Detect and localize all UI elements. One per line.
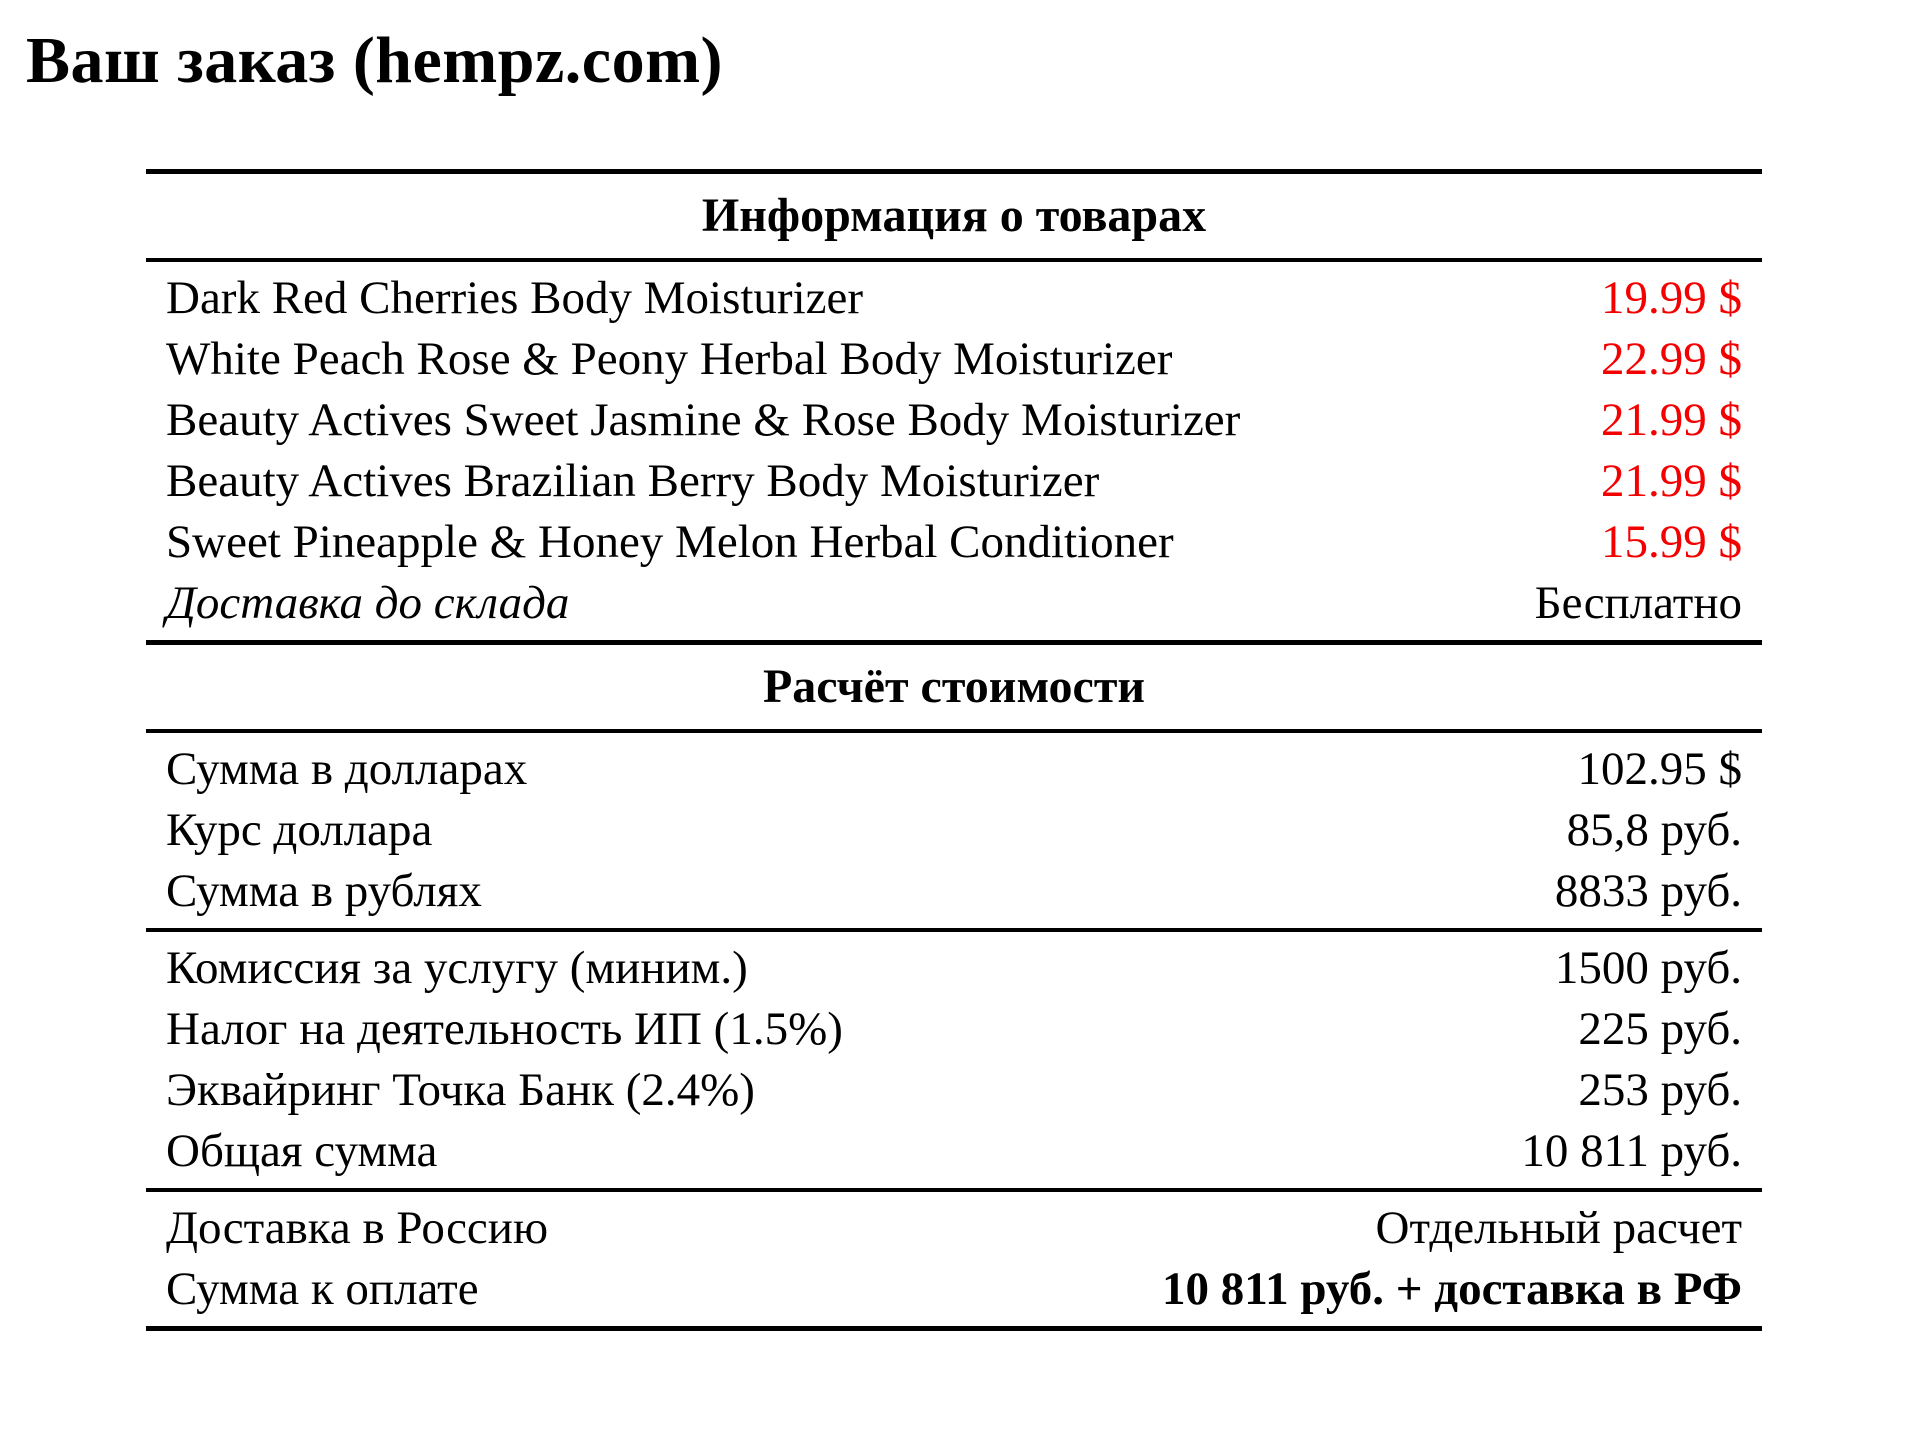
product-row: Beauty Actives Sweet Jasmine & Rose Body… (146, 390, 1762, 451)
calc-label: Доставка в Россию (166, 1202, 549, 1255)
total-rows: Доставка в Россию Отдельный расчет Сумма… (146, 1192, 1762, 1326)
rule-after-calculation-header (146, 729, 1762, 734)
calc-row: Общая сумма 10 811 руб. (146, 1121, 1762, 1182)
calc-value: 85,8 руб. (1566, 804, 1742, 857)
calc-label: Сумма в долларах (166, 743, 528, 796)
subtotal-rows: Сумма в долларах 102.95 $ Курс доллара 8… (146, 733, 1762, 928)
calculation-section-header: Расчёт стоимости (762, 660, 1146, 714)
rule-after-products (146, 640, 1762, 646)
product-name: Dark Red Cherries Body Moisturizer (166, 272, 864, 325)
calc-value: 102.95 $ (1577, 743, 1743, 796)
order-table: Информация о товарах Dark Red Cherries B… (146, 169, 1762, 1332)
calc-value: Отдельный расчет (1375, 1202, 1742, 1255)
products-section-header: Информация о товарах (701, 189, 1207, 243)
calc-value: 10 811 руб. (1521, 1125, 1742, 1178)
rule-after-subtotal (146, 928, 1762, 933)
product-price: 19.99 $ (1601, 272, 1742, 325)
product-name: Beauty Actives Sweet Jasmine & Rose Body… (166, 394, 1241, 447)
product-name: Beauty Actives Brazilian Berry Body Mois… (166, 455, 1100, 508)
calc-row: Курс доллара 85,8 руб. (146, 800, 1762, 861)
calc-row: Сумма в рублях 8833 руб. (146, 861, 1762, 922)
product-row: Dark Red Cherries Body Moisturizer 19.99… (146, 268, 1762, 329)
product-row: Sweet Pineapple & Honey Melon Herbal Con… (146, 512, 1762, 573)
calc-value: 225 руб. (1578, 1003, 1742, 1056)
page-title: Ваш заказ (hempz.com) (26, 24, 724, 97)
product-price: 21.99 $ (1601, 394, 1742, 447)
product-price: 21.99 $ (1601, 455, 1742, 508)
calc-row: Сумма в долларах 102.95 $ (146, 739, 1762, 800)
payable-total-row: Сумма к оплате 10 811 руб. + доставка в … (146, 1259, 1762, 1320)
product-row: Beauty Actives Brazilian Berry Body Mois… (146, 451, 1762, 512)
product-price: 22.99 $ (1601, 333, 1742, 386)
payable-total-value: 10 811 руб. + доставка в РФ (1161, 1263, 1742, 1316)
rule-after-fees (146, 1188, 1762, 1193)
calc-row: Налог на деятельность ИП (1.5%) 225 руб. (146, 999, 1762, 1060)
calc-label: Сумма в рублях (166, 865, 482, 918)
product-name: White Peach Rose & Peony Herbal Body Moi… (166, 333, 1173, 386)
calc-row: Эквайринг Точка Банк (2.4%) 253 руб. (146, 1060, 1762, 1121)
product-name: Sweet Pineapple & Honey Melon Herbal Con… (166, 516, 1174, 569)
warehouse-shipping-row: Доставка до склада Бесплатно (146, 573, 1762, 634)
calc-label: Налог на деятельность ИП (1.5%) (166, 1003, 843, 1056)
calc-label: Комиссия за услугу (миним.) (166, 942, 748, 995)
shipping-label: Доставка до склада (166, 577, 570, 630)
shipping-value: Бесплатно (1534, 577, 1742, 630)
russia-shipping-row: Доставка в Россию Отдельный расчет (146, 1198, 1762, 1259)
product-price: 15.99 $ (1601, 516, 1742, 569)
calc-row: Комиссия за услугу (миним.) 1500 руб. (146, 938, 1762, 999)
rule-bottom (146, 1326, 1762, 1332)
products-rows: Dark Red Cherries Body Moisturizer 19.99… (146, 262, 1762, 640)
calc-label: Сумма к оплате (166, 1263, 479, 1316)
calc-value: 8833 руб. (1554, 865, 1742, 918)
calc-value: 253 руб. (1578, 1064, 1742, 1117)
calc-label: Курс доллара (166, 804, 433, 857)
calc-value: 1500 руб. (1554, 942, 1742, 995)
rule-after-products-header (146, 258, 1762, 263)
fee-rows: Комиссия за услугу (миним.) 1500 руб. На… (146, 932, 1762, 1188)
product-row: White Peach Rose & Peony Herbal Body Moi… (146, 329, 1762, 390)
rule-top (146, 169, 1762, 175)
calc-label: Общая сумма (166, 1125, 438, 1178)
order-document: Ваш заказ (hempz.com) Информация о товар… (0, 24, 1917, 1332)
calc-label: Эквайринг Точка Банк (2.4%) (166, 1064, 755, 1117)
